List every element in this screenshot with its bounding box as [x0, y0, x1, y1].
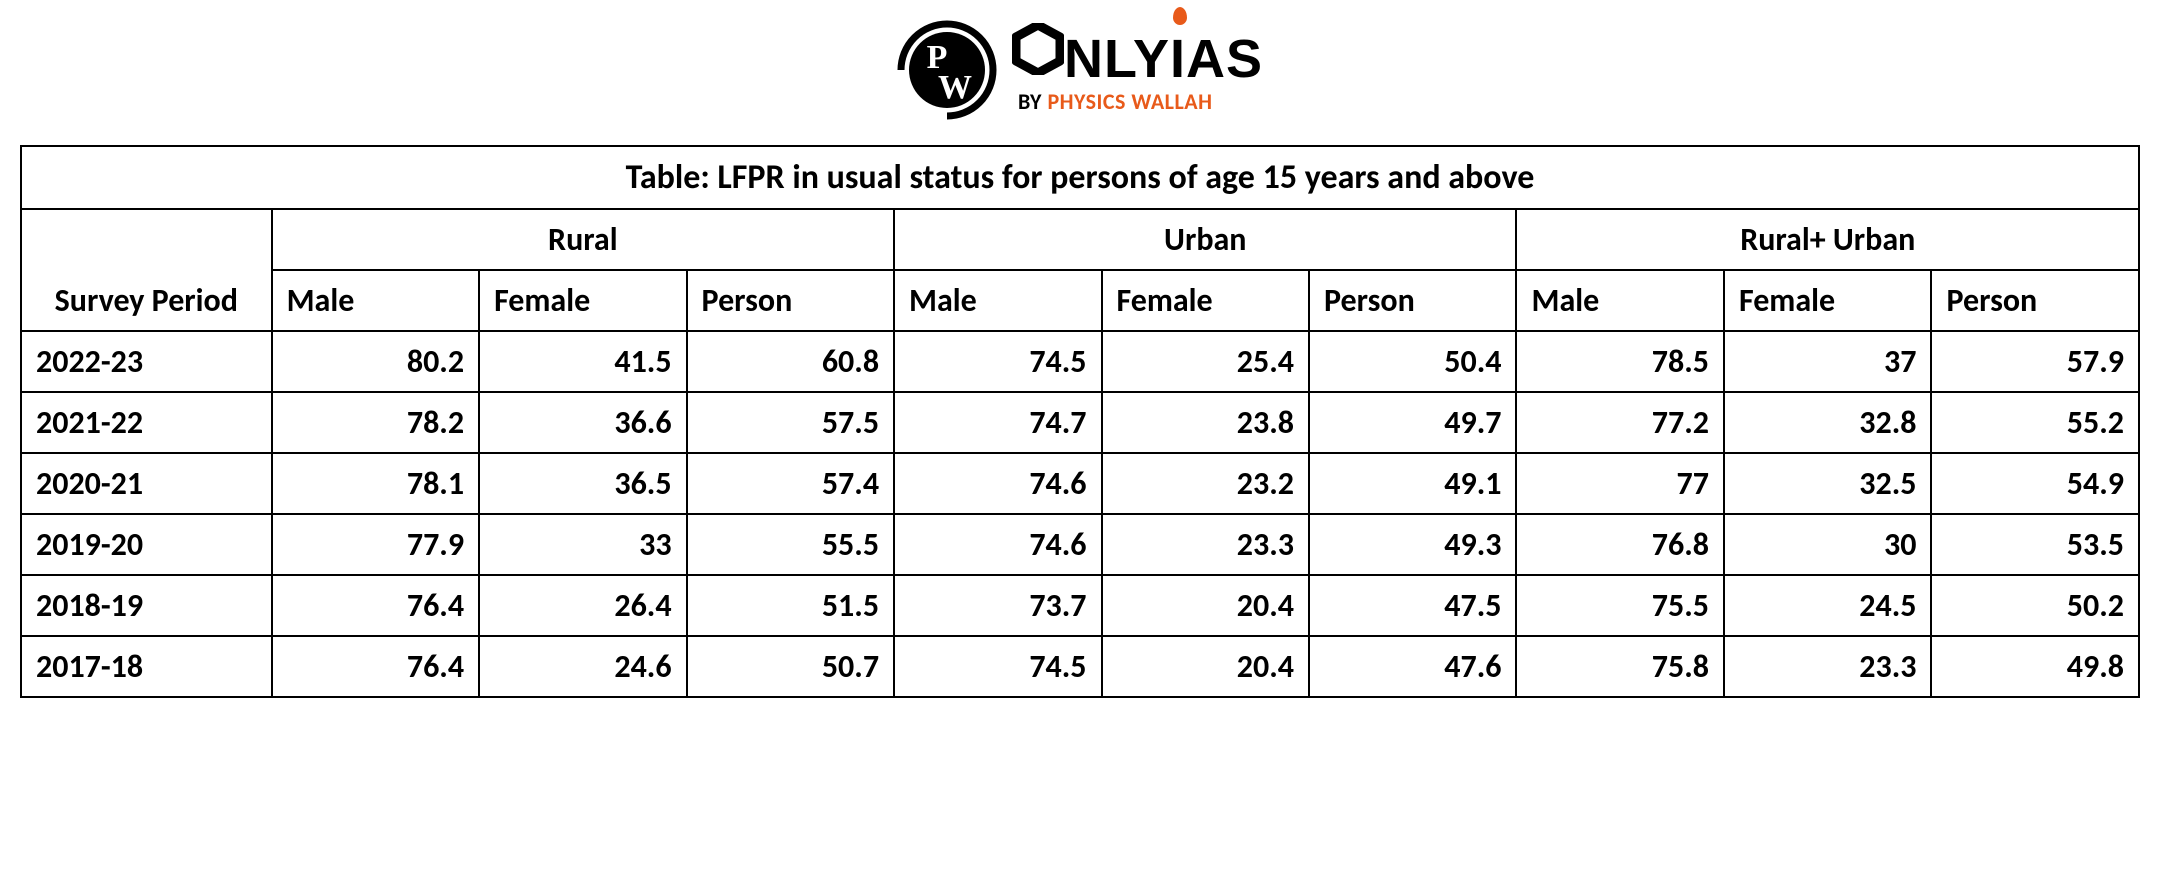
- data-cell: 60.8: [687, 331, 894, 392]
- data-cell: 20.4: [1102, 575, 1309, 636]
- table-row: 2022-23 80.2 41.5 60.8 74.5 25.4 50.4 78…: [21, 331, 2139, 392]
- data-cell: 55.5: [687, 514, 894, 575]
- data-cell: 41.5: [479, 331, 686, 392]
- data-cell: 32.5: [1724, 453, 1931, 514]
- table-title: Table: LFPR in usual status for persons …: [21, 146, 2139, 209]
- group-header-rural: Rural: [272, 209, 894, 270]
- table-body: 2022-23 80.2 41.5 60.8 74.5 25.4 50.4 78…: [21, 331, 2139, 697]
- data-cell: 57.9: [1931, 331, 2139, 392]
- table-group-header-row: Survey Period Rural Urban Rural+ Urban: [21, 209, 2139, 270]
- pw-logo-icon: P W: [897, 20, 997, 120]
- period-cell: 2020-21: [21, 453, 272, 514]
- group-header-rural-urban: Rural+ Urban: [1516, 209, 2139, 270]
- data-cell: 33: [479, 514, 686, 575]
- sub-header: Person: [1931, 270, 2139, 331]
- data-cell: 80.2: [272, 331, 479, 392]
- data-cell: 36.5: [479, 453, 686, 514]
- data-cell: 47.5: [1309, 575, 1516, 636]
- sub-header: Person: [687, 270, 894, 331]
- tagline-by: BY: [1018, 88, 1047, 115]
- table-row: 2018-19 76.4 26.4 51.5 73.7 20.4 47.5 75…: [21, 575, 2139, 636]
- data-cell: 76.8: [1516, 514, 1723, 575]
- data-cell: 49.7: [1309, 392, 1516, 453]
- table-sub-header-row: Male Female Person Male Female Person Ma…: [21, 270, 2139, 331]
- data-cell: 36.6: [479, 392, 686, 453]
- data-cell: 50.2: [1931, 575, 2139, 636]
- data-cell: 75.8: [1516, 636, 1723, 697]
- period-cell: 2017-18: [21, 636, 272, 697]
- svg-text:W: W: [938, 69, 972, 106]
- flame-dot-icon: [1173, 7, 1187, 25]
- data-cell: 74.6: [894, 453, 1101, 514]
- data-cell: 57.5: [687, 392, 894, 453]
- sub-header: Person: [1309, 270, 1516, 331]
- table-row: 2019-20 77.9 33 55.5 74.6 23.3 49.3 76.8…: [21, 514, 2139, 575]
- onlyias-tagline: BY PHYSICS WALLAH: [1018, 88, 1213, 115]
- data-cell: 77.2: [1516, 392, 1723, 453]
- branding-header: P W NLYIAS BY PHYSICS WALLAH: [20, 20, 2140, 120]
- data-cell: 76.4: [272, 636, 479, 697]
- data-cell: 74.5: [894, 331, 1101, 392]
- table-row: 2021-22 78.2 36.6 57.5 74.7 23.8 49.7 77…: [21, 392, 2139, 453]
- data-cell: 54.9: [1931, 453, 2139, 514]
- lfpr-table: Table: LFPR in usual status for persons …: [20, 145, 2140, 698]
- data-cell: 32.8: [1724, 392, 1931, 453]
- period-cell: 2022-23: [21, 331, 272, 392]
- data-cell: 37: [1724, 331, 1931, 392]
- data-cell: 74.7: [894, 392, 1101, 453]
- data-cell: 55.2: [1931, 392, 2139, 453]
- tagline-physics-wallah: PHYSICS WALLAH: [1047, 88, 1212, 115]
- hexagon-o-icon: [1012, 23, 1064, 84]
- sub-header: Female: [1102, 270, 1309, 331]
- survey-period-header: Survey Period: [21, 209, 272, 331]
- data-cell: 23.3: [1724, 636, 1931, 697]
- table-title-row: Table: LFPR in usual status for persons …: [21, 146, 2139, 209]
- data-cell: 77.9: [272, 514, 479, 575]
- data-cell: 20.4: [1102, 636, 1309, 697]
- data-cell: 78.5: [1516, 331, 1723, 392]
- data-cell: 57.4: [687, 453, 894, 514]
- data-cell: 49.1: [1309, 453, 1516, 514]
- data-cell: 49.3: [1309, 514, 1516, 575]
- data-cell: 23.8: [1102, 392, 1309, 453]
- sub-header: Male: [894, 270, 1101, 331]
- sub-header: Female: [1724, 270, 1931, 331]
- data-cell: 74.6: [894, 514, 1101, 575]
- data-cell: 78.2: [272, 392, 479, 453]
- period-cell: 2021-22: [21, 392, 272, 453]
- sub-header: Female: [479, 270, 686, 331]
- data-cell: 24.5: [1724, 575, 1931, 636]
- data-cell: 50.4: [1309, 331, 1516, 392]
- data-cell: 23.3: [1102, 514, 1309, 575]
- table-row: 2017-18 76.4 24.6 50.7 74.5 20.4 47.6 75…: [21, 636, 2139, 697]
- data-cell: 50.7: [687, 636, 894, 697]
- data-cell: 24.6: [479, 636, 686, 697]
- data-cell: 77: [1516, 453, 1723, 514]
- data-cell: 75.5: [1516, 575, 1723, 636]
- data-cell: 23.2: [1102, 453, 1309, 514]
- data-cell: 78.1: [272, 453, 479, 514]
- sub-header: Male: [272, 270, 479, 331]
- data-cell: 47.6: [1309, 636, 1516, 697]
- period-cell: 2018-19: [21, 575, 272, 636]
- sub-header: Male: [1516, 270, 1723, 331]
- data-cell: 49.8: [1931, 636, 2139, 697]
- group-header-urban: Urban: [894, 209, 1516, 270]
- data-cell: 76.4: [272, 575, 479, 636]
- data-cell: 25.4: [1102, 331, 1309, 392]
- onlyias-wordmark: NLYIAS: [1012, 25, 1263, 86]
- data-cell: 51.5: [687, 575, 894, 636]
- period-cell: 2019-20: [21, 514, 272, 575]
- data-cell: 74.5: [894, 636, 1101, 697]
- table-row: 2020-21 78.1 36.5 57.4 74.6 23.2 49.1 77…: [21, 453, 2139, 514]
- data-cell: 30: [1724, 514, 1931, 575]
- data-cell: 26.4: [479, 575, 686, 636]
- data-cell: 53.5: [1931, 514, 2139, 575]
- onlyias-logo: NLYIAS BY PHYSICS WALLAH: [1012, 25, 1263, 115]
- data-cell: 73.7: [894, 575, 1101, 636]
